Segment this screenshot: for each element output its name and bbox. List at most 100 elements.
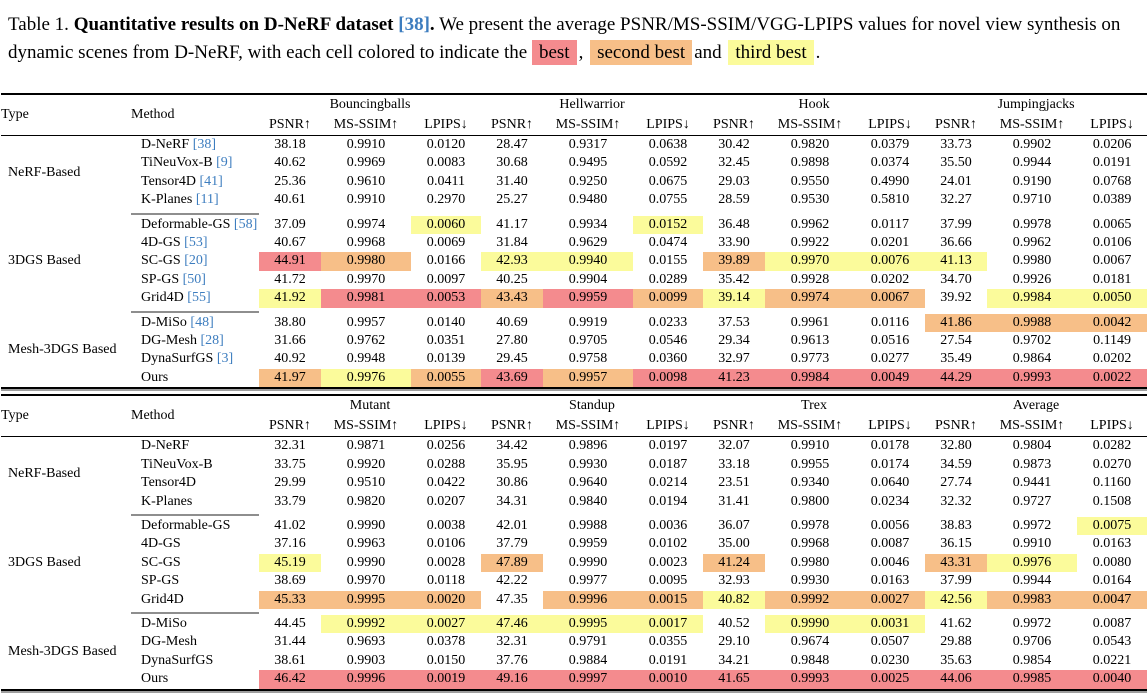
metric-cell: 36.07: [718, 517, 750, 533]
citation-link[interactable]: [58]: [233, 216, 258, 232]
metric-cell: 0.0050: [1077, 289, 1148, 308]
metric-cell: 0.9762: [346, 333, 386, 349]
metric-cell: 0.9706: [1012, 634, 1052, 650]
caption-citation-link[interactable]: [38]: [398, 14, 430, 35]
metric-cell: 0.9820: [790, 137, 830, 152]
metric-header: PSNR↑: [925, 114, 988, 136]
metric-cell: 0.0102: [648, 536, 688, 552]
metric-header: MS-SSIM↑: [543, 415, 633, 438]
metric-cell: 0.9702: [1012, 333, 1052, 349]
citation-link[interactable]: [3]: [216, 351, 234, 367]
metric-cell: 0.0270: [1092, 456, 1132, 472]
metric-cell: 0.9993: [765, 670, 855, 690]
metric-cell: 0.9984: [765, 368, 856, 389]
metric-cell: 0.9910: [790, 438, 830, 454]
metric-cell: 34.21: [718, 652, 750, 668]
metric-cell: 32.97: [718, 351, 750, 367]
method-name-text: Grid4D: [141, 591, 184, 607]
table-row: Mesh-3DGS Based D-MiSo 44.45 0.9992 0.0027 47…: [1, 614, 1147, 659]
method-name: Grid4D [55]: [131, 289, 259, 307]
metric-cell: 0.9710: [1012, 192, 1052, 208]
metric-cell: 0.0095: [648, 573, 688, 589]
metric-cell: 0.0116: [871, 314, 910, 330]
citation-link[interactable]: [38]: [192, 137, 217, 152]
metric-cell: 27.74: [940, 475, 972, 491]
metric-cell: 0.9972: [1012, 615, 1052, 631]
citation-link[interactable]: [9]: [216, 155, 233, 171]
metric-header: LPIPS↓: [633, 114, 704, 136]
metric-cell: 0.9980: [321, 252, 411, 271]
metric-cell: 44.45: [274, 615, 306, 631]
table-row: SC-GS 45.19 0.9990 0.0028 47.89 0.9990 0.0023 4…: [1, 553, 1147, 573]
method-name-text: Ours: [141, 671, 169, 687]
metric-cell: 0.0067: [855, 289, 926, 308]
metric-cell: 0.9340: [790, 475, 830, 491]
metric-cell: 38.83: [940, 517, 972, 533]
metric-cell: 0.9903: [346, 652, 386, 668]
metric-cell: 0.9804: [1012, 438, 1052, 454]
metric-cell: 40.69: [496, 314, 528, 330]
metric-cell: 37.53: [718, 314, 750, 330]
citation-link[interactable]: [11]: [195, 192, 219, 208]
metric-cell: 0.9980: [790, 554, 830, 570]
metric-cell: 0.9640: [568, 475, 608, 491]
citation-link[interactable]: [28]: [200, 333, 224, 349]
citation-link[interactable]: [55]: [187, 290, 211, 306]
metric-cell: 0.0038: [426, 517, 466, 533]
metric-cell: 0.9996: [321, 670, 411, 690]
metric-cell: 0.9974: [346, 216, 386, 232]
metric-cell: 30.86: [496, 475, 528, 491]
metric-cell: 25.36: [274, 173, 306, 189]
results-table-2: Type Method Mutant Standup Trex Average PSNR↑ M…: [1, 394, 1148, 691]
method-name: D-MiSo: [131, 615, 259, 633]
metric-cell: 0.0516: [870, 333, 910, 349]
metric-cell: 0.0155: [648, 253, 688, 269]
metric-cell: 0.0411: [427, 173, 465, 189]
table-row: DG-Mesh 31.44 0.9693 0.0378 32.31 0.9791 0.035…: [1, 633, 1147, 651]
metric-cell: 0.9959: [568, 536, 608, 552]
metric-cell: 0.0152: [633, 215, 704, 235]
method-name: SP-GS: [131, 572, 259, 590]
metric-cell: 0.0097: [426, 271, 466, 287]
header-row-scenes: Type Method Bouncingballs Hellwarrior Hook Ju…: [1, 94, 1147, 136]
citation-link[interactable]: [53]: [184, 235, 208, 251]
group-separator-line: [131, 611, 259, 614]
metric-cell: 0.0288: [426, 456, 466, 472]
metric-cell: 0.9904: [568, 271, 608, 287]
legend-second-swatch: second best: [590, 40, 693, 65]
metric-cell: 41.23: [703, 368, 766, 389]
metric-cell: 0.0234: [870, 493, 910, 509]
method-name-text: 4D-GS: [141, 235, 181, 251]
metric-cell: 37.99: [940, 573, 972, 589]
type-label: NeRF-Based: [8, 164, 81, 180]
table-row: 4D-GS [53] 40.67 0.9968 0.0069 31.84 0.9629 0.…: [1, 234, 1147, 252]
caption-title-text: Quantitative results on D-NeRF dataset: [73, 14, 394, 35]
metric-cell: 29.88: [940, 634, 972, 650]
table-row: NeRF-Based D-NeRF 32.31 0.9871 0.0256 34.42 0.…: [1, 437, 1147, 481]
citation-link[interactable]: [48]: [190, 314, 214, 330]
legend-sep-period: .: [815, 42, 821, 63]
metric-cell: 0.0065: [1092, 216, 1132, 232]
group-separator-line: [131, 310, 259, 313]
metric-cell: 43.43: [481, 289, 544, 308]
citation-link[interactable]: [50]: [182, 271, 206, 287]
metric-cell: 0.9919: [568, 314, 608, 330]
metric-cell: 0.0075: [1077, 516, 1148, 536]
metric-header: PSNR↑: [259, 415, 321, 438]
metric-cell: 0.9984: [987, 289, 1078, 308]
metric-cell: 0.0069: [426, 235, 466, 251]
metric-cell: 0.0474: [648, 235, 688, 251]
metric-cell: 32.07: [718, 438, 750, 454]
metric-cell: 0.0374: [870, 155, 910, 171]
metric-cell: 36.66: [940, 235, 972, 251]
citation-link[interactable]: [20]: [184, 253, 208, 269]
metric-cell: 41.24: [703, 553, 765, 573]
caption-label: Table 1.: [8, 14, 69, 35]
metric-cell: 0.0040: [1077, 670, 1148, 690]
metric-cell: 0.0194: [648, 493, 688, 509]
metric-cell: 0.0256: [426, 438, 466, 454]
legend-sep-and: and: [694, 42, 722, 63]
citation-link[interactable]: [41]: [199, 173, 223, 189]
method-name: Ours: [131, 369, 259, 388]
metric-cell: 0.0139: [426, 351, 466, 367]
